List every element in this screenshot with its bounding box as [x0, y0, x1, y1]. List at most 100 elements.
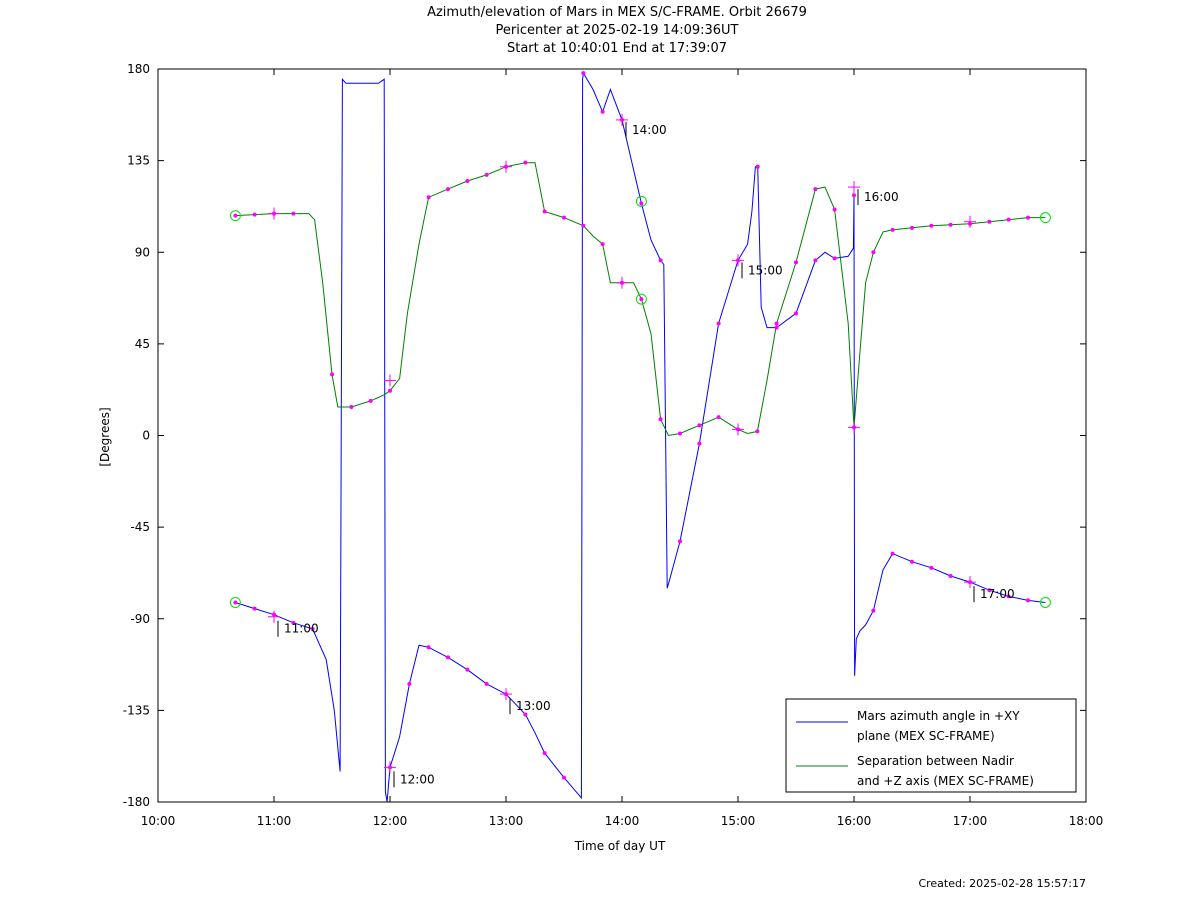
data-point-marker [581, 223, 586, 228]
data-point-marker [948, 573, 953, 578]
data-point-marker [368, 398, 373, 403]
data-point-marker [542, 751, 547, 756]
data-point-marker [446, 655, 450, 660]
legend: Mars azimuth angle in +XY plane (MEX SC-… [785, 698, 1077, 793]
data-point-marker [233, 213, 238, 218]
y-tick-label: 180 [127, 62, 150, 76]
data-point-marker [233, 600, 238, 605]
data-point-marker [426, 645, 431, 650]
data-point-marker [330, 372, 334, 377]
legend-label-separation-1: Separation between Nadir [857, 754, 1014, 768]
data-point-marker [910, 225, 914, 230]
y-axis-label: [Degrees] [98, 407, 112, 466]
data-point-marker [794, 311, 798, 316]
x-tick-label: 15:00 [721, 814, 756, 828]
data-point-marker [697, 441, 702, 446]
data-point-marker [639, 297, 644, 302]
data-point-marker [910, 559, 914, 564]
series-markers [229, 71, 1051, 780]
hour-annotation-label: 14:00 [632, 123, 667, 137]
data-point-marker [658, 417, 663, 422]
legend-box [785, 698, 1077, 793]
x-tick-label: 14:00 [605, 814, 640, 828]
x-tick-label: 16:00 [837, 814, 872, 828]
endpoint-circle [635, 195, 647, 207]
data-point-marker [658, 258, 663, 263]
data-point-marker [774, 325, 779, 330]
data-point-marker [678, 431, 682, 436]
data-point-marker [252, 212, 257, 217]
data-point-marker [484, 681, 489, 686]
x-tick-label: 10:00 [141, 814, 176, 828]
created-timestamp: Created: 2025-02-28 15:57:17 [918, 877, 1086, 890]
data-point-marker [678, 539, 682, 544]
hour-markers: 11:00 12:00 13:00 14:00 15:00 16:00 17:00 [268, 113, 1015, 788]
plot-frame [157, 68, 1087, 803]
data-point-marker [832, 256, 837, 261]
data-point-marker [523, 160, 528, 165]
y-tick-label: 0 [142, 429, 150, 443]
hour-annotation-label: 17:00 [980, 587, 1015, 601]
data-point-marker [832, 207, 837, 212]
data-point-marker [813, 187, 818, 192]
y-tick-label: 90 [135, 245, 150, 259]
data-point-marker [1026, 215, 1030, 220]
endpoint-circle [1039, 212, 1051, 224]
data-point-marker [890, 227, 895, 232]
data-point-marker [852, 193, 856, 198]
data-point-marker [562, 215, 566, 220]
data-point-marker [252, 606, 257, 611]
data-point-marker [581, 71, 586, 76]
axis-ticks: 10:00 11:00 12:00 13:00 14:00 15:00 16:00 17:00… [123, 62, 1104, 828]
data-point-marker [697, 423, 702, 428]
data-point-marker [794, 260, 798, 265]
endpoint-circle [229, 596, 241, 608]
data-point-marker [465, 178, 470, 183]
chart-title: Azimuth/elevation of Mars in MEX S/C-FRA… [427, 5, 807, 20]
data-point-marker [929, 223, 934, 228]
data-point-marker [639, 201, 644, 206]
endpoint-circle [635, 293, 647, 305]
series-azimuth-line [235, 71, 1046, 803]
data-point-marker [426, 195, 431, 200]
chart-subtitle-pericenter: Pericenter at 2025-02-19 14:09:36UT [495, 23, 739, 38]
data-point-marker [600, 109, 605, 114]
y-tick-label: -45 [130, 520, 150, 534]
data-point-marker [291, 620, 296, 625]
legend-label-azimuth-2: plane (MEX SC-FRAME) [857, 729, 995, 743]
hour-annotation-label: 13:00 [516, 699, 551, 713]
legend-label-separation-2: and +Z axis (MEX SC-FRAME) [857, 774, 1034, 788]
x-tick-label: 18:00 [1069, 814, 1104, 828]
data-point-marker [716, 415, 721, 420]
data-point-marker [349, 404, 354, 409]
y-tick-label: 45 [135, 337, 150, 351]
data-point-marker [948, 222, 953, 227]
x-tick-label: 13:00 [489, 814, 524, 828]
legend-label-azimuth-1: Mars azimuth angle in +XY [857, 709, 1020, 723]
x-tick-label: 11:00 [257, 814, 292, 828]
data-point-marker [890, 551, 895, 556]
data-point-marker [871, 250, 876, 255]
data-point-marker [1006, 594, 1011, 599]
data-point-marker [388, 388, 392, 393]
hour-annotation-label: 16:00 [864, 190, 899, 204]
data-point-marker [523, 712, 528, 717]
data-point-marker [755, 429, 760, 434]
data-point-marker [465, 667, 470, 672]
data-point-marker [987, 588, 992, 593]
data-point-marker [407, 681, 412, 686]
data-point-marker [813, 258, 818, 263]
y-tick-label: -90 [130, 612, 150, 626]
y-tick-label: 135 [127, 154, 150, 168]
x-tick-label: 12:00 [373, 814, 408, 828]
data-point-marker [987, 219, 992, 224]
series-lines [235, 71, 1046, 803]
data-point-marker [716, 321, 721, 326]
x-tick-label: 17:00 [953, 814, 988, 828]
data-point-marker [1006, 217, 1011, 222]
data-point-marker [484, 172, 489, 177]
x-axis-label: Time of day UT [574, 839, 666, 853]
hour-annotation-label: 11:00 [284, 622, 319, 636]
hour-annotation-label: 15:00 [748, 263, 783, 277]
